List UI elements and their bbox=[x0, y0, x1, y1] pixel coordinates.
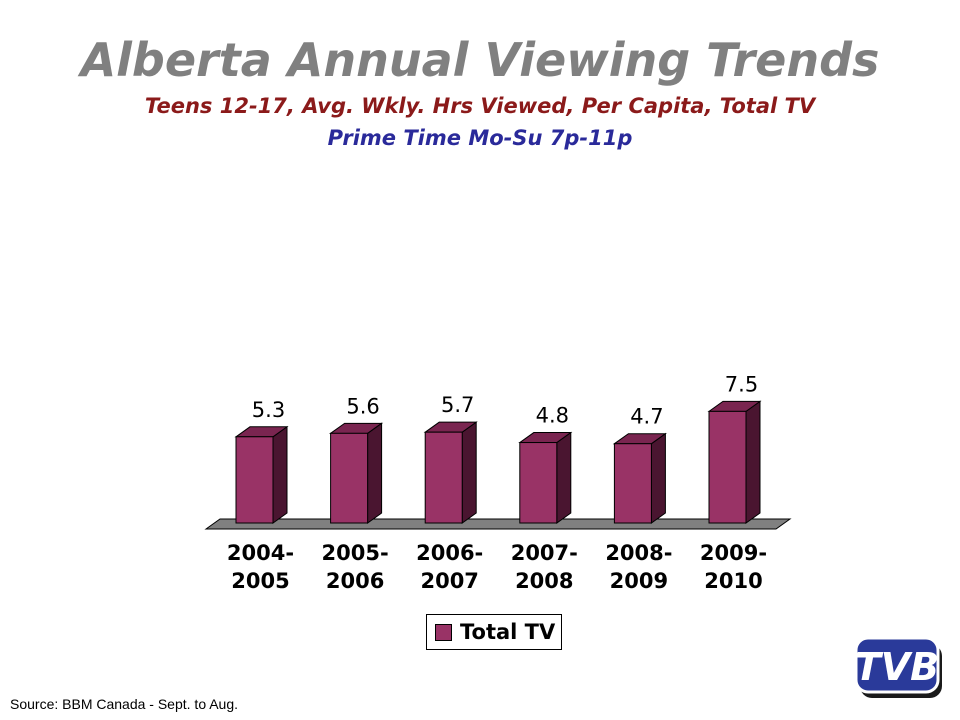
data-labels: 5.3 5.6 5.7 4.8 4.7 7.5 bbox=[252, 372, 758, 428]
chart-legend: Total TV bbox=[426, 614, 562, 650]
chart-floor-plane bbox=[204, 518, 792, 530]
bar bbox=[612, 432, 667, 524]
bar-side bbox=[650, 432, 666, 524]
bar-front bbox=[708, 410, 747, 524]
bar bbox=[518, 431, 573, 524]
bar bbox=[329, 422, 384, 524]
x-axis-tick-labels: 2004- 2005 2005- 2006 2006- 2007 2007- 2008 2008… bbox=[227, 541, 767, 593]
x-tick-label: 2007 bbox=[420, 569, 478, 593]
bar bbox=[234, 425, 289, 524]
x-tick-label: 2008 bbox=[515, 569, 573, 593]
bar-side bbox=[745, 400, 761, 524]
bar-side bbox=[367, 422, 383, 524]
data-label: 5.7 bbox=[441, 393, 474, 417]
bar-front bbox=[424, 431, 463, 524]
bar-front bbox=[330, 432, 369, 524]
chart-title: Alberta Annual Viewing Trends bbox=[80, 33, 880, 87]
x-tick-label: 2006- bbox=[416, 541, 483, 565]
bar-side bbox=[556, 431, 572, 524]
bar bbox=[707, 400, 762, 524]
data-label: 5.3 bbox=[252, 398, 285, 422]
x-tick-label: 2007- bbox=[511, 541, 578, 565]
tvb-logo: TVB bbox=[854, 636, 942, 698]
chart-subtitle-timeframe: Prime Time Mo-Su 7p-11p bbox=[327, 126, 633, 150]
source-note: Source: BBM Canada - Sept. to Aug. bbox=[10, 696, 239, 712]
data-label: 4.7 bbox=[630, 405, 663, 429]
legend-label: Total TV bbox=[460, 620, 556, 644]
bar-side bbox=[461, 421, 477, 524]
chart-subtitle: Teens 12-17, Avg. Wkly. Hrs Viewed, Per … bbox=[144, 94, 816, 118]
x-tick-label: 2008- bbox=[605, 541, 672, 565]
data-label: 4.8 bbox=[536, 404, 569, 428]
x-tick-label: 2009 bbox=[610, 569, 668, 593]
x-tick-label: 2004- bbox=[227, 541, 294, 565]
x-tick-label: 2005- bbox=[322, 541, 389, 565]
tvb-logo-text: TVB bbox=[855, 645, 939, 689]
bar-front bbox=[613, 443, 652, 524]
bar-side bbox=[272, 425, 288, 524]
chart-floor bbox=[204, 518, 792, 530]
data-label: 5.6 bbox=[346, 394, 379, 418]
bar bbox=[423, 421, 478, 524]
x-tick-label: 2010 bbox=[704, 569, 762, 593]
data-label: 7.5 bbox=[725, 372, 758, 396]
x-tick-label: 2006 bbox=[326, 569, 384, 593]
bar-series bbox=[234, 400, 762, 524]
legend-swatch bbox=[435, 623, 452, 641]
bar-front bbox=[519, 442, 558, 524]
x-tick-label: 2005 bbox=[231, 569, 289, 593]
bar-front bbox=[235, 436, 274, 524]
x-tick-label: 2009- bbox=[700, 541, 767, 565]
